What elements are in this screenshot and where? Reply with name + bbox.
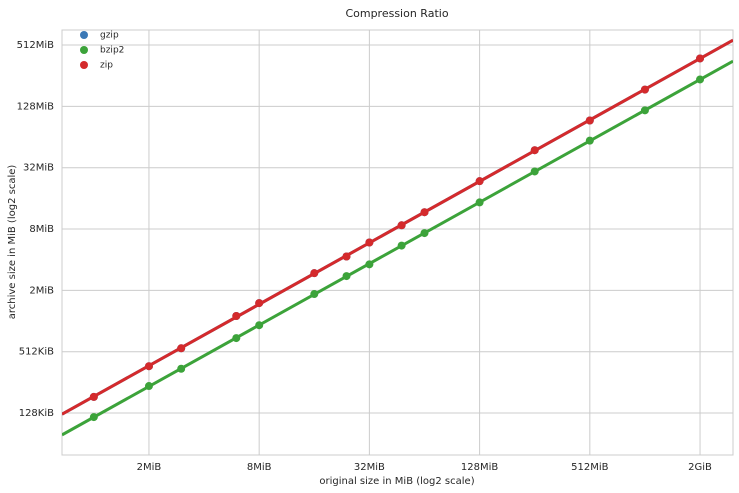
- point: [365, 260, 374, 269]
- point: [365, 238, 374, 247]
- y-tick-label: 8MiB: [29, 224, 54, 235]
- point: [177, 344, 186, 353]
- point: [585, 116, 594, 125]
- point: [310, 269, 319, 278]
- y-tick-label: 512KiB: [19, 347, 54, 358]
- y-axis-label: archive size in MiB (log2 scale): [7, 165, 18, 320]
- point: [640, 85, 649, 94]
- x-tick-label: 2MiB: [137, 462, 162, 473]
- point: [475, 198, 484, 207]
- point: [232, 312, 241, 321]
- point: [232, 334, 241, 343]
- x-axis-label: original size in MiB (log2 scale): [319, 476, 474, 487]
- point: [89, 413, 98, 422]
- point: [397, 241, 406, 250]
- legend-marker: [80, 31, 88, 39]
- y-tick-label: 32MiB: [23, 163, 54, 174]
- regression-line: [62, 38, 733, 416]
- point: [475, 177, 484, 186]
- y-tick-label: 128MiB: [17, 101, 54, 112]
- point: [530, 146, 539, 155]
- point: [177, 364, 186, 373]
- point: [696, 75, 705, 84]
- point: [255, 321, 264, 330]
- point: [342, 252, 351, 261]
- y-tick-label: 2MiB: [29, 285, 54, 296]
- y-tick-label: 512MiB: [17, 40, 54, 51]
- point: [89, 392, 98, 401]
- point: [420, 229, 429, 238]
- regression-line: [62, 59, 733, 437]
- point: [420, 208, 429, 217]
- point: [640, 106, 649, 115]
- point: [397, 221, 406, 230]
- legend-label: gzip: [100, 31, 119, 41]
- plot-area: [61, 29, 734, 456]
- plot-layer: [62, 38, 733, 437]
- y-tick-label: 128KiB: [19, 408, 54, 419]
- chart-title: Compression Ratio: [345, 7, 448, 20]
- point: [696, 54, 705, 63]
- x-tick-label: 32MiB: [354, 462, 385, 473]
- point: [585, 136, 594, 145]
- legend-label: bzip2: [100, 46, 124, 56]
- point: [144, 382, 153, 391]
- legend-marker: [80, 46, 88, 54]
- x-tick-label: 8MiB: [247, 462, 272, 473]
- x-tick-label: 128MiB: [461, 462, 498, 473]
- point: [342, 272, 351, 281]
- point: [255, 299, 264, 308]
- x-tick-label: 512MiB: [571, 462, 608, 473]
- point: [530, 167, 539, 176]
- legend-marker: [80, 61, 88, 69]
- point: [144, 362, 153, 371]
- x-tick-label: 2GiB: [688, 462, 712, 473]
- point: [310, 290, 319, 299]
- legend-label: zip: [100, 61, 113, 71]
